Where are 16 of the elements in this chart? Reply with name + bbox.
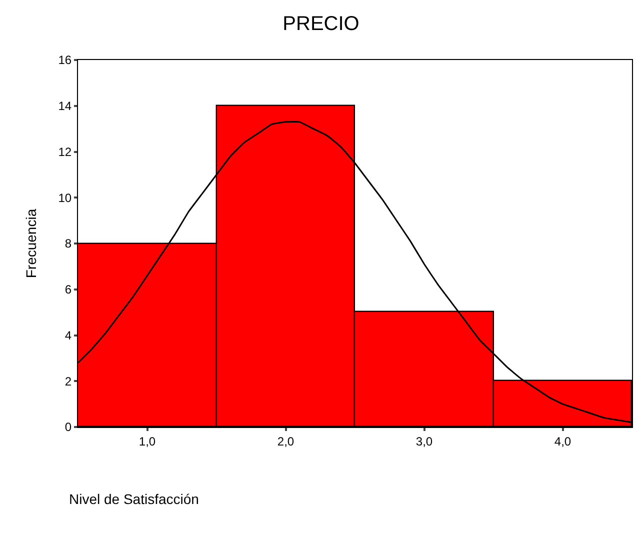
y-tick-label: 2 [64, 374, 72, 388]
y-tick-label: 6 [64, 282, 72, 297]
x-tick-label: 2,0 [277, 434, 294, 448]
x-axis-title: Nivel de Satisfacción [69, 491, 199, 507]
x-tick-label: 4,0 [554, 434, 572, 448]
y-tick-label: 14 [58, 99, 72, 114]
x-tick-label: 1,0 [138, 434, 156, 448]
y-tick-label: 10 [58, 190, 72, 205]
y-axis-title: Frecuencia [22, 208, 39, 278]
y-tick-label: 8 [64, 236, 72, 251]
y-tick-label: 0 [64, 420, 72, 434]
x-tick-label: 3,0 [416, 434, 433, 448]
y-tick-label: 4 [64, 328, 72, 342]
y-tick-label: 12 [58, 144, 72, 159]
chart-title: PRECIO [282, 13, 360, 36]
y-tick-label: 16 [58, 53, 72, 68]
